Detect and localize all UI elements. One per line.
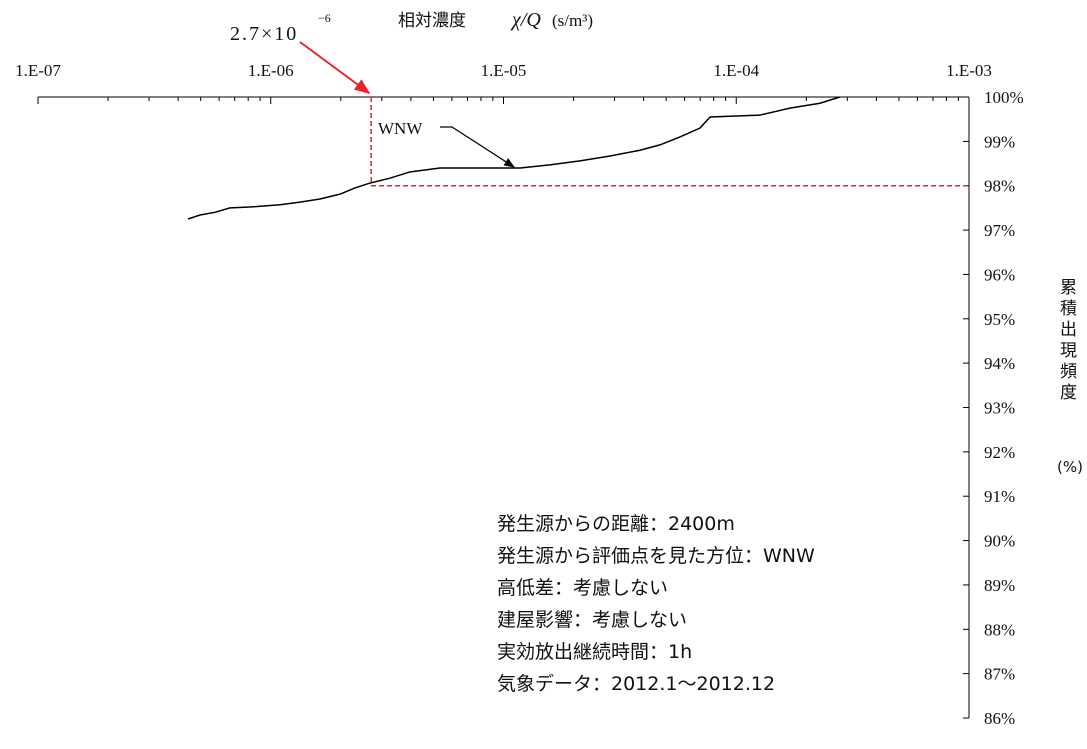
y-tick-label: 89% [984, 576, 1015, 595]
y-tick-label: 93% [984, 399, 1015, 418]
series-label: WNW [378, 119, 423, 138]
y-tick-label: 95% [984, 310, 1015, 329]
x-label: 相対濃度 [398, 11, 466, 31]
x-tick-label: 1.E-04 [713, 61, 759, 80]
note: 実効放出継続時間：1h [497, 641, 692, 663]
data-line [187, 96, 841, 220]
reference-arrow [299, 41, 371, 94]
y-tick-label: 96% [984, 265, 1015, 284]
x-tick-label: 1.E-06 [248, 61, 294, 80]
reference-exponent: −6 [318, 11, 331, 25]
x-tick-label: 1.E-05 [481, 61, 527, 80]
y-tick-label: 87% [984, 665, 1015, 684]
y-label: 累積出現頻度 [1056, 278, 1077, 404]
note: 建屋影響：考慮しない [497, 609, 687, 631]
series-label-arrow [440, 126, 515, 168]
y-tick-label: 88% [984, 620, 1015, 639]
y-tick-label: 99% [984, 132, 1015, 151]
note: 発生源からの距離：2400m [497, 513, 735, 535]
x-tick-label: 1.E-07 [15, 61, 61, 80]
y-tick-label: 90% [984, 532, 1015, 551]
y-tick-label: 94% [984, 354, 1015, 373]
y-tick-label: 98% [984, 177, 1015, 196]
x-label-symbol: χ/Q [510, 9, 541, 31]
reference-label: 2.7×10 [230, 23, 298, 45]
x-label-unit: (s/m³) [552, 11, 593, 30]
note: 発生源から評価点を見た方位：WNW [497, 545, 815, 567]
note: 高低差：考慮しない [497, 577, 668, 599]
y-tick-label: 100% [984, 88, 1024, 107]
note: 気象データ：2012.1～2012.12 [497, 673, 775, 695]
y-tick-label: 91% [984, 487, 1015, 506]
y-label-unit: (%) [1057, 458, 1083, 476]
x-tick-label: 1.E-03 [946, 61, 992, 80]
y-tick-label: 92% [984, 443, 1015, 462]
y-tick-label: 86% [984, 709, 1015, 728]
y-tick-label: 97% [984, 221, 1015, 240]
